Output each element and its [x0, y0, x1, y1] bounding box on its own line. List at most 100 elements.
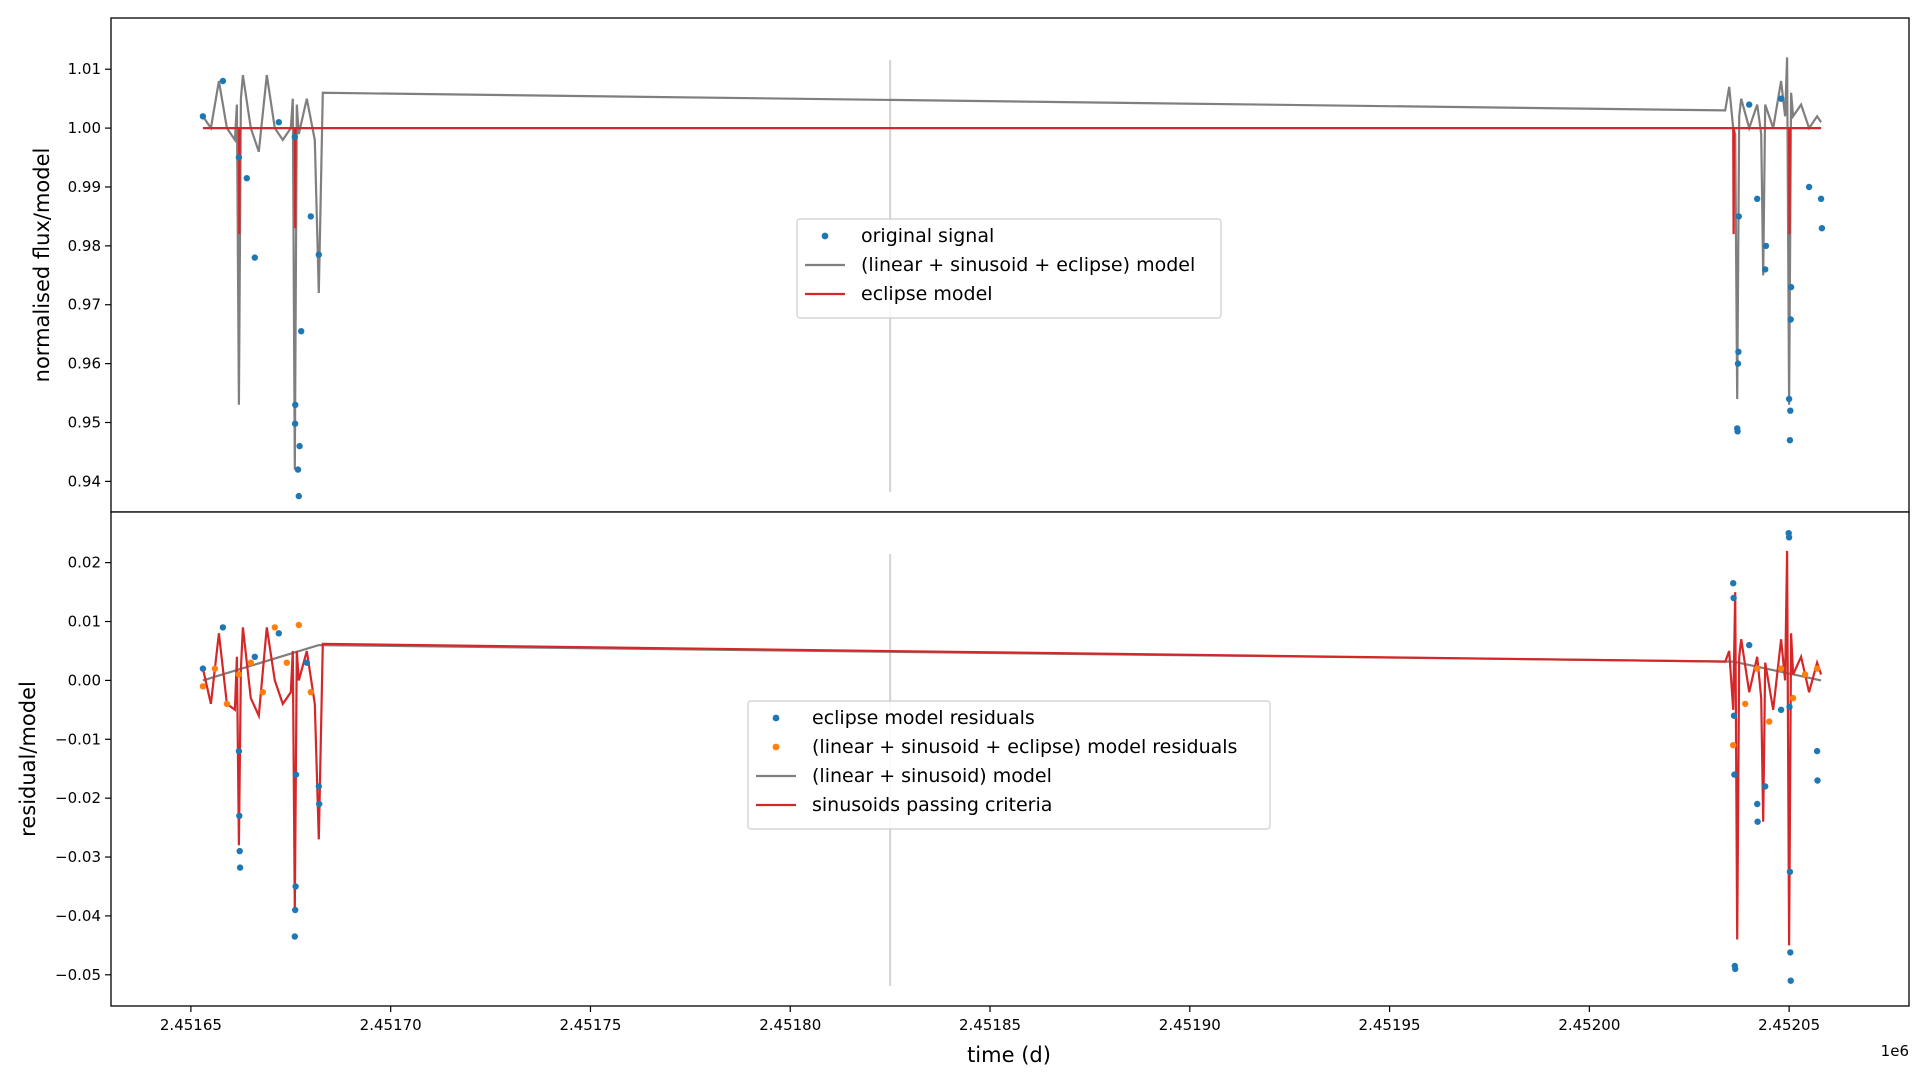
- bottom-series-point-1: [1813, 665, 1821, 672]
- bottom-series-point-1: [1777, 665, 1785, 672]
- bottom-y-axis-label: residual/model: [16, 681, 40, 837]
- bottom-plot-frame: [110, 511, 1910, 1007]
- bottom-series-point-1: [283, 659, 290, 666]
- x-tick-label: 2.45170: [360, 1016, 422, 1034]
- x-axis-label: time (d): [967, 1043, 1051, 1067]
- x-tick-label: 2.45205: [1758, 1016, 1820, 1034]
- bottom-legend-marker: [772, 743, 780, 751]
- bottom-y-tick-label: 0.01: [68, 613, 101, 631]
- x-tick-label: 2.45195: [1359, 1016, 1421, 1034]
- bottom-y-tick-label: −0.03: [55, 848, 101, 866]
- bottom-series-point-1: [211, 665, 219, 672]
- top-legend-box: [796, 218, 1222, 319]
- top-y-tick-label: 1.00: [68, 119, 101, 137]
- bottom-series-point-0: [236, 864, 244, 871]
- top-series-point-0: [1787, 316, 1794, 323]
- top-legend-label: original signal: [861, 225, 994, 247]
- bottom-series-point-1: [199, 683, 207, 690]
- bottom-legend-label: (linear + sinusoid) model: [812, 765, 1052, 787]
- bottom-series-point-0: [1787, 949, 1794, 956]
- bottom-series-point-0: [236, 812, 243, 819]
- bottom-legend-marker: [772, 714, 780, 722]
- top-series-point-0: [1734, 428, 1741, 435]
- bottom-series-point-0: [1731, 771, 1738, 778]
- bottom-series-point-0: [316, 800, 323, 808]
- top-series-point-0: [307, 213, 314, 220]
- x-tick-label: 2.45190: [1159, 1016, 1221, 1034]
- bottom-y-tick-label: −0.01: [55, 730, 101, 748]
- bottom-series-point-1: [1789, 694, 1797, 702]
- bottom-y-tick-label: −0.04: [55, 907, 101, 925]
- top-y-axis-label: normalised flux/model: [30, 148, 54, 383]
- bottom-series-point-1: [223, 700, 231, 708]
- top-series-point-0: [1805, 183, 1813, 191]
- x-tick-label: 2.45185: [959, 1016, 1021, 1034]
- bottom-series-point-0: [1746, 641, 1753, 649]
- bottom-series-point-0: [235, 747, 243, 755]
- top-legend-marker: [821, 232, 829, 240]
- bottom-series-point-0: [1754, 800, 1761, 808]
- bottom-series-point-0: [1813, 747, 1821, 755]
- top-legend-label: eclipse model: [861, 283, 993, 305]
- top-series-point-0: [292, 401, 299, 408]
- bottom-series-point-0: [1777, 706, 1785, 713]
- bottom-series-point-1: [295, 621, 302, 629]
- bottom-series-point-0: [1785, 534, 1793, 541]
- bottom-series-point-0: [1730, 580, 1737, 587]
- top-y-tick-label: 0.98: [68, 237, 101, 255]
- top-series-point-0: [1777, 95, 1785, 102]
- bottom-series-point-0: [1786, 868, 1794, 875]
- bottom-y-ticks: −0.05 −0.04 −0.03 −0.02 −0.01 0.00 0.01 0.02: [55, 554, 111, 984]
- top-series-point-0: [1762, 266, 1769, 273]
- top-series-point-0: [298, 328, 305, 335]
- bottom-series-point-0: [291, 933, 298, 940]
- bottom-series-point-1: [307, 689, 314, 696]
- x-offset-label: 1e6: [1881, 1042, 1909, 1060]
- top-series-line-2: [202, 127, 1822, 235]
- top-series-point-0: [294, 466, 302, 473]
- top-series-point-0: [1786, 437, 1794, 444]
- bottom-series-point-0: [1762, 783, 1769, 790]
- top-series-point-0: [1735, 348, 1742, 355]
- x-tick-label: 2.45165: [160, 1016, 222, 1034]
- bottom-data-layer: [199, 530, 1823, 986]
- top-series-point-0: [1735, 213, 1743, 220]
- top-series-point-0: [315, 251, 322, 258]
- top-series-point-0: [1787, 283, 1795, 291]
- top-series-point-0: [296, 442, 303, 450]
- bottom-series-point-1: [235, 671, 243, 678]
- top-y-tick-label: 1.01: [68, 60, 101, 78]
- top-series-point-0: [1785, 395, 1793, 403]
- top-series-point-0: [199, 113, 207, 120]
- top-series-point-0: [1746, 101, 1753, 108]
- top-series-point-0: [1787, 407, 1794, 414]
- top-series-point-0: [1817, 195, 1825, 202]
- bottom-legend-box: [747, 700, 1271, 830]
- top-series-point-0: [235, 154, 243, 161]
- top-y-tick-label: 0.97: [68, 296, 101, 314]
- bottom-series-point-1: [247, 659, 254, 666]
- x-tick-label: 2.45175: [559, 1016, 621, 1034]
- top-series-line-1: [201, 57, 1823, 470]
- top-series-point-0: [251, 254, 258, 261]
- bottom-series-point-1: [271, 624, 278, 631]
- top-legend: original signal (linear + sinusoid + ecli…: [796, 218, 1222, 319]
- bottom-y-tick-label: 0.02: [68, 554, 101, 572]
- bottom-series-point-1: [1754, 665, 1761, 672]
- bottom-series-point-1: [259, 689, 266, 696]
- bottom-series-point-0: [1732, 965, 1739, 973]
- top-series-point-0: [1734, 360, 1742, 367]
- top-series-point-0: [291, 420, 299, 427]
- bottom-y-tick-label: −0.05: [55, 966, 101, 984]
- bottom-series-point-0: [275, 630, 282, 637]
- bottom-legend: eclipse model residuals (linear + sinusoi…: [747, 700, 1271, 830]
- top-data-layer: [199, 57, 1826, 500]
- bottom-y-tick-label: −0.02: [55, 789, 101, 807]
- bottom-series-point-0: [251, 653, 258, 660]
- top-panel: 0.94 0.95 0.96 0.97 0.98 0.99 1.00 1.01 normali…: [30, 17, 1910, 518]
- top-y-tick-label: 0.94: [68, 472, 101, 490]
- top-series-point-0: [1818, 225, 1826, 232]
- top-series-point-0: [1754, 195, 1761, 202]
- top-y-tick-label: 0.95: [68, 414, 101, 432]
